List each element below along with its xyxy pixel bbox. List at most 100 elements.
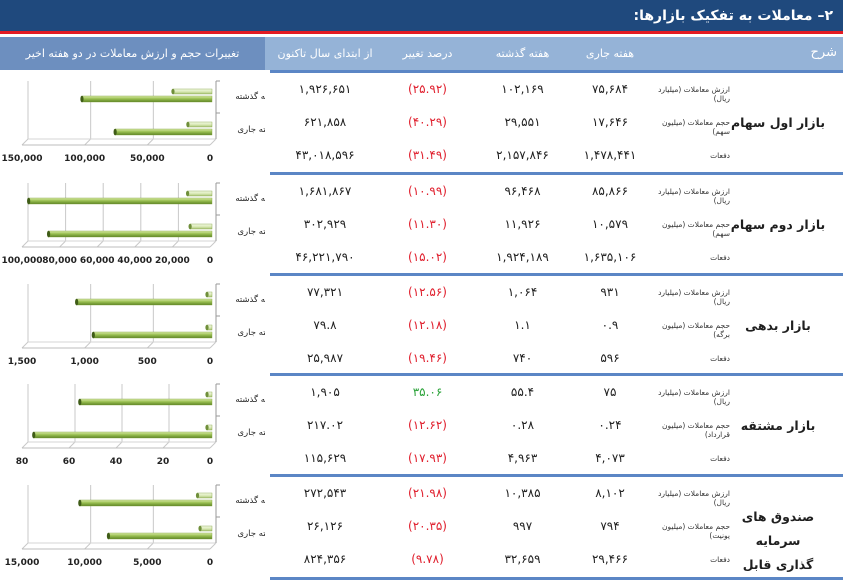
bar-value <box>81 95 213 103</box>
last-week-cell: ۱,۰۶۴ <box>507 285 538 299</box>
gridline-floor <box>134 240 142 248</box>
pct-change-cell: (۲۰.۳۵) <box>408 519 447 533</box>
x-tick-label: 0 <box>207 457 213 467</box>
ytd-cell: ۶۲۱,۸۵۸ <box>303 115 347 129</box>
category-label: هفته گذشته <box>235 394 265 405</box>
bar-chart: 15,000 10,000 5,000 0 هفته جاری هفته گذشته <box>0 479 265 579</box>
category-label: هفته جاری <box>237 125 265 135</box>
gridline-floor <box>146 542 154 550</box>
bar-value <box>76 298 213 306</box>
x-tick-label: 40,000 <box>117 256 152 266</box>
x-tick-label: 5,000 <box>133 558 161 568</box>
ytd-cell: ۱,۶۸۱,۸۶۷ <box>298 184 352 198</box>
bar-value <box>79 499 213 507</box>
gridline-floor <box>84 341 92 349</box>
last-week-cell: ۱۰,۳۸۵ <box>504 486 541 500</box>
bar-value <box>33 431 213 439</box>
current-week-cell: ۰.۲۴ <box>598 418 622 432</box>
bar-volume <box>172 88 213 95</box>
x-tick-label: 40 <box>110 457 123 467</box>
bar-volume-cap <box>171 88 175 95</box>
table-row: ۲۷۲,۵۴۳ (۲۱.۹۸) ۱۰,۳۸۵ ۸,۱۰۲ ارزش معاملات (م… <box>270 477 843 510</box>
pct-change-cell: (۹.۷۸) <box>411 552 444 566</box>
market-name-line: صندوق های سرمایه <box>741 509 815 548</box>
x-tick-label: 0 <box>207 558 213 568</box>
x-tick-label: 1,000 <box>70 357 98 367</box>
market-name-line: گذاری قابل معامله <box>742 557 814 572</box>
bar-value-cap <box>75 298 79 306</box>
x-tick-label: 60 <box>63 457 76 467</box>
last-week-cell: ۵۵.۴ <box>510 385 535 399</box>
gridline-floor <box>84 542 92 550</box>
x-tick-label: 80,000 <box>42 256 77 266</box>
table-row: ۳۰۲,۹۲۹ (۱۱.۳۰) ۱۱,۹۲۶ ۱۰,۵۷۹ حجم معاملات (م… <box>270 208 843 241</box>
gridline-floor <box>59 240 66 248</box>
pct-change-cell: (۱۵.۰۲) <box>408 250 447 264</box>
category-label: هفته گذشته <box>235 193 265 204</box>
gridline-floor <box>21 542 29 550</box>
bar-chart-svg: 15,000 10,000 5,000 0 هفته جاری هفته گذشته <box>5 484 265 568</box>
bar-value <box>108 532 213 540</box>
bar-volume-cap <box>198 525 202 532</box>
gridline-floor <box>21 138 29 146</box>
ytd-cell: ۳۰۲,۹۲۹ <box>303 217 347 231</box>
metric-label: ارزش معاملات (میلیارد ریال) <box>658 288 730 306</box>
metric-label: حجم معاملات (میلیون سهم) <box>661 118 730 136</box>
metric-label: حجم معاملات (میلیون یونیت) <box>661 522 730 540</box>
ytd-cell: ۷۹.۸ <box>313 318 337 332</box>
metric-label: حجم معاملات (میلیون برگه) <box>661 321 730 339</box>
x-tick-label: 80 <box>16 457 29 467</box>
bar-value-cap <box>32 431 36 439</box>
table-row: ۲۱۷.۰۲ (۱۲.۶۲) ۰.۲۸ ۰.۲۴ حجم معاملات (میلیون… <box>270 409 843 442</box>
last-week-cell: ۰.۲۸ <box>510 418 535 432</box>
metric-label: دفعات <box>710 151 730 160</box>
bar-volume <box>187 121 213 128</box>
bar-volume-cap <box>185 190 190 197</box>
bar-value-cap <box>113 128 117 136</box>
x-tick-label: 1,500 <box>8 357 36 367</box>
bar-volume <box>197 492 213 499</box>
category-label: هفته جاری <box>237 428 265 438</box>
x-tick-label: 0 <box>207 256 213 266</box>
current-week-cell: ۱,۴۷۸,۴۴۱ <box>583 148 637 162</box>
header-chart: تغییرات حجم و ارزش معاملات در دو هفته اخ… <box>25 47 240 60</box>
metric-label: ارزش معاملات (میلیارد ریال) <box>658 489 730 507</box>
current-week-cell: ۱۷,۶۴۶ <box>591 115 629 129</box>
current-week-cell: ۸,۱۰۲ <box>595 486 625 500</box>
market-name: صندوق های سرمایه گذاری قابل معامله <box>723 505 833 580</box>
bar-volume-cap <box>205 324 209 331</box>
market-group: ۲۷۲,۵۴۳ (۲۱.۹۸) ۱۰,۳۸۵ ۸,۱۰۲ ارزش معاملات (م… <box>270 474 843 580</box>
current-week-cell: ۷۵,۶۸۴ <box>591 82 629 96</box>
ytd-cell: ۱۱۵,۶۲۹ <box>303 451 347 465</box>
ytd-cell: ۱,۹۲۶,۶۵۱ <box>298 82 352 96</box>
x-tick-label: 10,000 <box>67 558 102 568</box>
current-week-cell: ۱۰,۵۷۹ <box>591 217 629 231</box>
current-week-cell: ۹۳۱ <box>600 285 620 299</box>
bar-volume-cap <box>205 291 209 298</box>
category-label: هفته جاری <box>237 227 265 237</box>
gridline-floor <box>21 341 29 349</box>
gridline-floor <box>172 240 179 248</box>
market-group: ۱,۹۲۶,۶۵۱ (۲۵.۹۲) ۱۰۲,۱۶۹ ۷۵,۶۸۴ ارزش معاملا… <box>270 70 843 173</box>
pct-change-cell: (۱۰.۹۹) <box>408 184 447 198</box>
bar-volume <box>187 190 213 197</box>
bar-volume-cap <box>205 391 209 398</box>
metric-label: دفعات <box>710 354 730 363</box>
pct-change-cell: (۱۹.۴۶) <box>408 351 447 365</box>
x-tick-label: 150,000 <box>2 154 43 164</box>
metric-label: ارزش معاملات (میلیارد ریال) <box>658 388 730 406</box>
gridline-floor <box>68 441 76 449</box>
x-tick-label: 15,000 <box>5 558 40 568</box>
current-week-cell: ۰.۹ <box>601 318 619 332</box>
gridline-floor <box>162 441 170 449</box>
table-header: تغییرات حجم و ارزش معاملات در دو هفته اخ… <box>0 37 843 70</box>
last-week-cell: ۲۹,۵۵۱ <box>504 115 541 129</box>
pct-change-cell: (۴۰.۲۹) <box>408 115 447 129</box>
last-week-cell: ۷۴۰ <box>512 351 533 365</box>
metric-label: دفعات <box>710 555 730 564</box>
table-row: ۷۹.۸ (۱۲.۱۸) ۱.۱ ۰.۹ حجم معاملات (میلیون برگ… <box>270 309 843 342</box>
metric-label: ارزش معاملات (میلیارد ریال) <box>658 85 730 103</box>
bar-value <box>93 331 213 339</box>
header-description: شرح <box>810 45 837 60</box>
